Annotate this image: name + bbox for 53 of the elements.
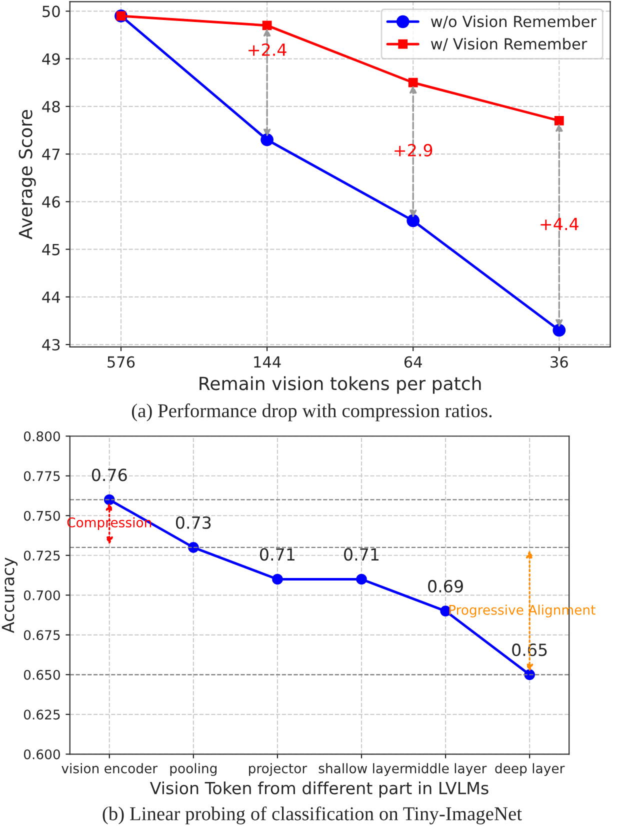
- data-label: 0.76: [92, 468, 127, 482]
- x-axis-title: Vision Token from different part in LVLMs: [150, 781, 488, 798]
- text: (b) Linear probing of classification on Tiny-ImageNet: [102, 806, 522, 824]
- x-tick-label: middle layer: [406, 763, 487, 776]
- annotation: +2.4: [248, 43, 286, 56]
- point: [408, 78, 418, 88]
- y-tick-label: 0.625: [24, 710, 60, 720]
- x-axis-title: Remain vision tokens per patch: [200, 376, 481, 394]
- x-tick-label: vision encoder: [62, 763, 158, 774]
- point: [552, 324, 566, 337]
- data-label: 0.69: [428, 580, 463, 593]
- x-tick-label: pooling: [170, 763, 217, 776]
- y-tick-label: 44: [42, 292, 60, 303]
- point: [356, 574, 367, 585]
- y-axis-title: Accuracy: [2, 558, 18, 634]
- annotation: +2.9: [394, 144, 432, 156]
- data-label: 0.71: [344, 548, 379, 561]
- y-tick-label: 0.700: [24, 590, 60, 600]
- x-tick-label: 144: [254, 356, 281, 368]
- point: [406, 214, 420, 228]
- text: (a) Performance drop with compression ratios.: [132, 403, 492, 422]
- y-tick-label: 48: [42, 100, 60, 112]
- x-tick-label: 576: [108, 356, 135, 368]
- y-tick-label: 43: [42, 339, 60, 351]
- y-tick-label: 46: [42, 196, 60, 208]
- y-tick-label: 49: [42, 53, 60, 65]
- x-tick-label: deep layer: [495, 763, 565, 776]
- y-tick-label: 0.750: [24, 510, 60, 521]
- annotation: +4.4: [540, 218, 578, 230]
- x-tick-label: projector: [249, 763, 308, 776]
- x-tick-label: 36: [550, 356, 568, 368]
- point: [188, 542, 199, 553]
- y-tick-label: 0.600: [24, 749, 60, 760]
- legend-label: w/ Vision Remember: [431, 38, 588, 51]
- point: [262, 20, 272, 30]
- y-tick-label: 0.725: [24, 550, 60, 561]
- data-label: 0.71: [260, 548, 294, 561]
- y-tick-label: 0.650: [24, 670, 60, 680]
- y-tick-label: 50: [42, 6, 60, 18]
- point: [260, 133, 274, 146]
- point: [272, 574, 283, 585]
- y-tick-label: 0.800: [24, 431, 60, 442]
- x-tick-label: shallow layer: [318, 763, 405, 776]
- data-label: 0.65: [512, 644, 547, 656]
- data-label: 0.73: [176, 516, 211, 529]
- x-tick-label: 64: [404, 356, 422, 368]
- y-tick-label: 45: [42, 244, 60, 256]
- point: [554, 116, 564, 126]
- y-tick-label: 47: [42, 148, 60, 160]
- y-tick-label: 0.775: [24, 471, 60, 482]
- y-tick-label: 0.675: [24, 630, 60, 640]
- y-axis-title: Average Score: [18, 110, 36, 240]
- legend-label: w/o Vision Remember: [431, 15, 597, 28]
